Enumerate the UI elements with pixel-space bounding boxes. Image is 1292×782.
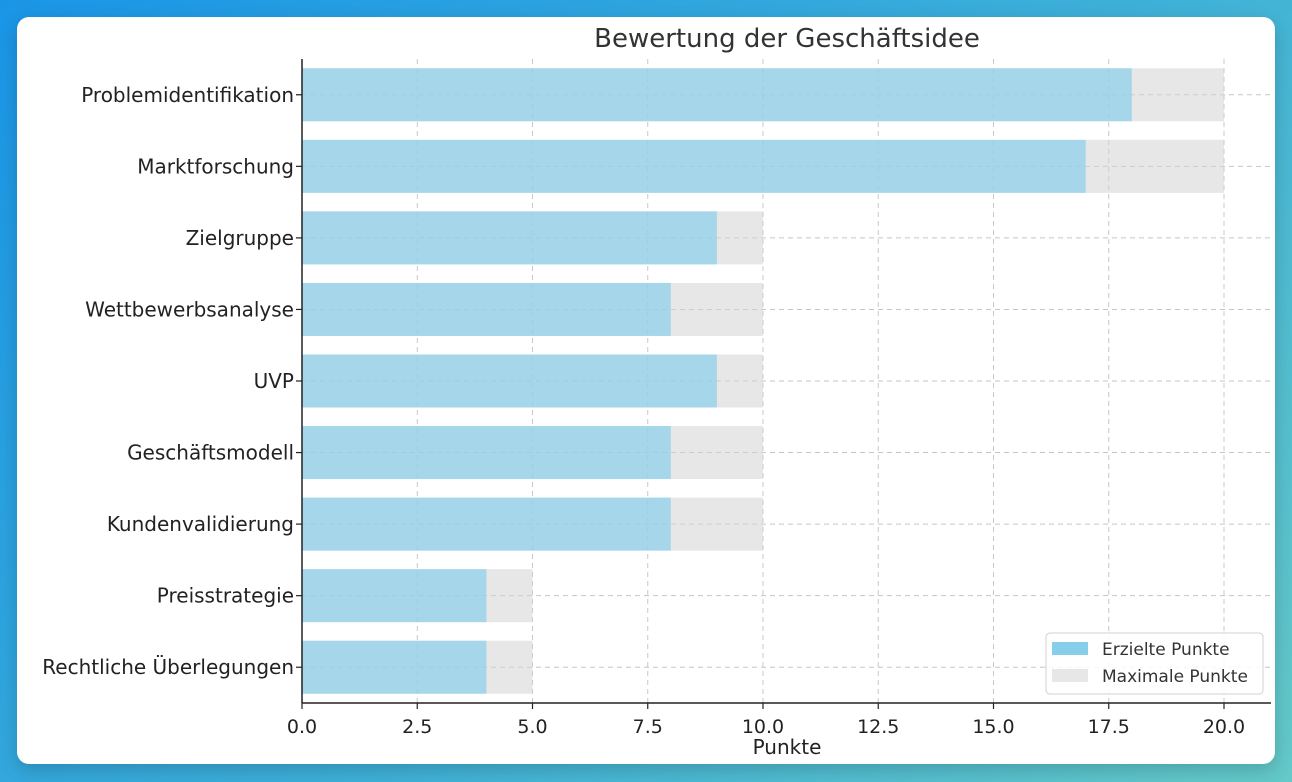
- bar-score-6: [302, 497, 671, 551]
- legend-swatch-max: [1052, 669, 1088, 682]
- legend-swatch-score: [1052, 642, 1088, 655]
- chart-title: Bewertung der Geschäftsidee: [594, 24, 980, 54]
- score-bars: [302, 68, 1132, 694]
- legend: Erzielte Punkte Maximale Punkte: [1045, 632, 1264, 695]
- x-tick-label: 12.5: [857, 716, 899, 738]
- category-label: Rechtliche Überlegungen: [42, 655, 294, 679]
- x-tick-label: 17.5: [1088, 716, 1130, 738]
- x-tick-label: 5.0: [517, 716, 547, 738]
- legend-label-max: Maximale Punkte: [1102, 667, 1248, 687]
- bar-score-5: [302, 426, 671, 480]
- legend-label-score: Erzielte Punkte: [1102, 640, 1230, 660]
- legend-box: [1045, 632, 1264, 695]
- bar-score-1: [302, 139, 1086, 193]
- bar-score-0: [302, 68, 1132, 122]
- chart-card: Bewertung der Geschäftsidee Problemident…: [17, 17, 1275, 764]
- x-tick-label: 2.5: [402, 716, 432, 738]
- x-tick-label: 7.5: [633, 716, 663, 738]
- category-label: Wettbewerbsanalyse: [85, 297, 294, 321]
- bar-chart: Bewertung der Geschäftsidee Problemident…: [42, 24, 1271, 759]
- x-tick-label: 0.0: [287, 716, 317, 738]
- x-tick-label: 15.0: [972, 716, 1014, 738]
- x-tick-label: 10.0: [742, 716, 784, 738]
- category-label: Preisstrategie: [157, 584, 294, 608]
- bar-score-3: [302, 282, 671, 336]
- bar-score-8: [302, 640, 487, 694]
- bar-score-4: [302, 354, 717, 408]
- x-tick-label: 20.0: [1203, 716, 1245, 738]
- x-axis-label: Punkte: [753, 735, 822, 759]
- bar-score-2: [302, 211, 717, 265]
- x-ticks: 0.0 2.5 5.0 7.5 10.0 12.5 15.0 17.5 20.0: [287, 703, 1245, 738]
- category-label: Geschäftsmodell: [127, 441, 294, 465]
- category-label: Kundenvalidierung: [107, 512, 294, 536]
- category-label: UVP: [254, 369, 294, 393]
- category-label: Zielgruppe: [186, 226, 294, 250]
- category-label: Problemidentifikation: [81, 83, 294, 107]
- category-label: Marktforschung: [137, 154, 294, 178]
- category-labels: Problemidentifikation Marktforschung Zielg…: [42, 83, 302, 679]
- bar-score-7: [302, 569, 487, 623]
